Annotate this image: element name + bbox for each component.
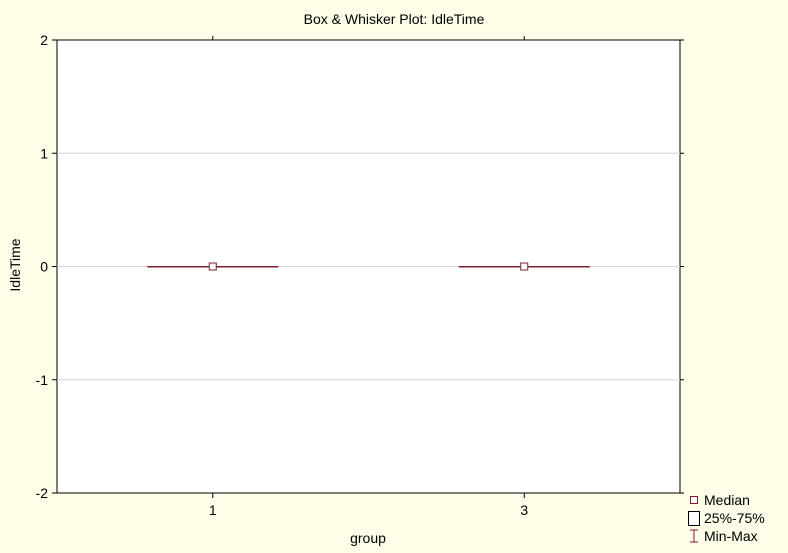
legend-label-box: 25%-75% xyxy=(704,510,765,526)
box-icon xyxy=(688,509,700,527)
axes: 2 1 0 -1 -2 1 3 xyxy=(36,32,684,518)
box-1 xyxy=(147,262,279,271)
boxes xyxy=(147,262,590,271)
legend-label-median: Median xyxy=(704,492,750,508)
y-tick-label: -1 xyxy=(36,372,49,388)
x-axis-label: group xyxy=(350,530,386,546)
x-tick-label: 3 xyxy=(520,502,528,518)
whisker-icon xyxy=(688,527,700,545)
legend-item-box: 25%-75% xyxy=(688,509,765,527)
legend-item-median: Median xyxy=(688,491,765,509)
legend-label-whisker: Min-Max xyxy=(704,528,758,544)
legend: Median 25%-75% Min-Max xyxy=(688,491,765,545)
legend-item-whisker: Min-Max xyxy=(688,527,765,545)
median-marker xyxy=(520,262,529,271)
chart-title: Box & Whisker Plot: IdleTime xyxy=(304,11,485,27)
y-tick-label: 2 xyxy=(40,32,48,48)
y-tick-label: -2 xyxy=(36,485,49,501)
box-3 xyxy=(458,262,590,271)
median-marker-icon xyxy=(688,491,700,509)
x-tick-label: 1 xyxy=(209,502,217,518)
y-axis-label: IdleTime xyxy=(7,238,23,291)
y-tick-label: 0 xyxy=(40,259,48,275)
median-marker xyxy=(208,262,217,271)
y-tick-label: 1 xyxy=(40,145,48,161)
